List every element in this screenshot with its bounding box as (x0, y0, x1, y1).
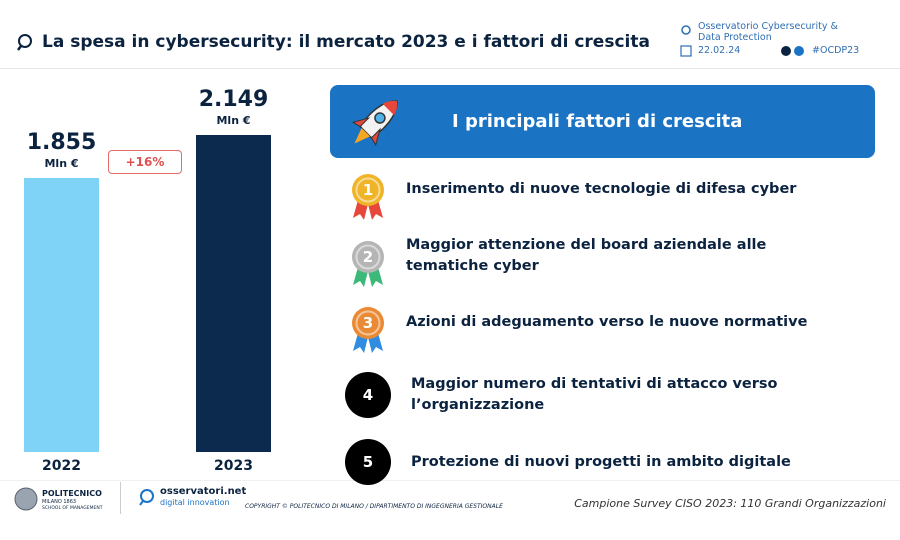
factor-text: Azioni di adeguamento verso le nuove nor… (406, 313, 808, 330)
factors-panel (330, 85, 875, 158)
rank-number: 2 (363, 248, 373, 266)
header-divider (0, 68, 900, 69)
bar (196, 135, 271, 452)
polimi-school: SCHOOL OF MANAGEMENT (42, 506, 103, 511)
osservatori-tagline: digital innovation (160, 498, 230, 507)
sample-note: Campione Survey CISO 2023: 110 Grandi Or… (574, 497, 886, 510)
x-tick-label: 2023 (214, 458, 253, 474)
osservatori-name: osservatori.net (160, 486, 247, 497)
factor-text: Maggior numero di tentativi di attacco v… (411, 376, 778, 413)
rocket-icon (351, 100, 398, 147)
polimi-logo (14, 487, 38, 511)
factor-text: Maggior attenzione del board aziendale a… (406, 237, 767, 274)
medal-badge: 3 (352, 307, 384, 353)
value-label: 2.149 (198, 87, 269, 112)
social-icons[interactable] (780, 44, 808, 58)
medal-badge: 1 (352, 174, 384, 220)
growth-badge: +16% (108, 150, 182, 174)
bar (24, 178, 99, 452)
unit-label: Mln € (216, 114, 251, 127)
page-title: La spesa in cybersecurity: il mercato 20… (42, 32, 650, 52)
x-tick-label: 2022 (42, 458, 81, 474)
rank-badge: 4 (345, 372, 391, 418)
value-label: 1.855 (26, 130, 97, 156)
panel-title: I principali fattori di crescita (452, 111, 743, 132)
rank-number: 5 (363, 453, 373, 471)
polimi-name: POLITECNICO (42, 489, 102, 498)
observatory-name: Osservatorio Cybersecurity & Data Protec… (698, 21, 838, 43)
rank-number: 3 (363, 314, 373, 332)
rank-number: 1 (363, 181, 373, 199)
copyright: COPYRIGHT © POLITECNICO DI MILANO / DIPA… (245, 503, 503, 510)
polimi-sub: MILANO 1863 (42, 499, 77, 505)
search-icon (17, 34, 32, 51)
unit-label: Mln € (44, 157, 79, 171)
osservatori-icon (139, 489, 154, 506)
rank-number: 4 (363, 386, 373, 404)
date: 22.02.24 (698, 45, 741, 56)
rank-badge: 5 (345, 439, 391, 485)
header-icons (680, 25, 692, 57)
factor-text: Protezione di nuovi progetti in ambito d… (411, 453, 791, 470)
footer-separator (120, 482, 121, 514)
factor-text: Inserimento di nuove tecnologie di difes… (406, 180, 797, 197)
medal-badge: 2 (352, 241, 384, 287)
footer-divider (0, 480, 900, 481)
hashtag: #OCDP23 (812, 45, 860, 56)
